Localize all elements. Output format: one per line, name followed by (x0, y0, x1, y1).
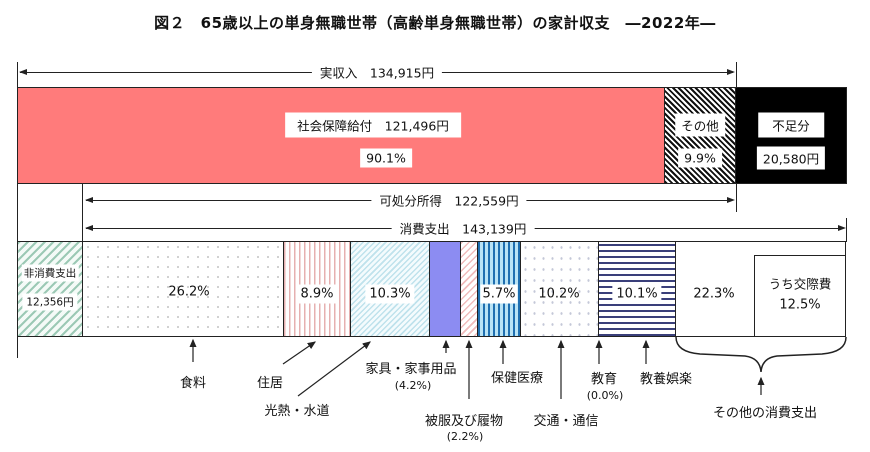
arrow-left-icon (19, 69, 27, 75)
medical-label: 保健医療 (490, 371, 544, 386)
transport-pct: 10.2% (538, 286, 580, 302)
disposable-left-guide-line (82, 183, 83, 241)
social-expense-pct: 12.5% (775, 295, 825, 315)
education-pct: (0.0%) (586, 389, 624, 402)
consumption-right-guide-line (846, 218, 847, 242)
education-label: 教育 (590, 372, 618, 387)
consumption-label: 消費支出 143,139円 (391, 218, 535, 238)
segment-food (82, 241, 284, 337)
left-guide-line (17, 62, 18, 358)
actual-income-label: 実収入 134,915円 (311, 62, 443, 82)
food-label: 食料 (179, 376, 207, 391)
disposable-income-label: 可処分所得 122,559円 (371, 190, 527, 210)
other-income-pct: 9.9% (678, 148, 722, 168)
medical-pct: 5.7% (480, 284, 518, 304)
arrow-left-icon (85, 197, 93, 203)
furniture-pct: (4.2%) (394, 379, 432, 392)
transport-label: 交通・通信 (533, 414, 599, 429)
furniture-label: 家具・家事用品 (365, 362, 457, 377)
clothing-pct: (2.2%) (446, 430, 484, 443)
shortfall-label: 不足分 (758, 112, 824, 138)
social-security-pct: 90.1% (360, 148, 412, 168)
segment-furniture (429, 241, 461, 337)
recreation-label: 教養娯楽 (639, 372, 693, 387)
arrow-right-icon (727, 197, 735, 203)
non-consumption-segment (17, 241, 83, 337)
social-security-label: 社会保障給付 121,496円 (285, 112, 461, 138)
chart-title: 図２ 65歳以上の単身無職世帯（高齢単身無職世帯）の家計収支 ―2022年― (154, 14, 716, 32)
arrow-right-icon (727, 69, 735, 75)
non-consumption-value: 12,356円 (22, 293, 78, 311)
other-consumption-pct: 22.3% (689, 284, 739, 304)
segment-transport (520, 241, 599, 337)
food-pct: 26.2% (168, 284, 210, 300)
non-consumption-label: 非消費支出 (21, 264, 79, 282)
shortfall-value: 20,580円 (756, 146, 826, 170)
housing-pct: 8.9% (296, 284, 338, 304)
utilities-pct: 10.3% (365, 284, 415, 304)
arrow-right-icon (838, 225, 846, 231)
recreation-pct: 10.1% (612, 284, 662, 304)
housing-label: 住居 (256, 376, 284, 391)
arrow-left-icon (85, 225, 93, 231)
utilities-label: 光熱・水道 (264, 404, 330, 419)
clothing-label: 被服及び履物 (424, 414, 504, 429)
social-expense-label: うち交際費 (764, 271, 836, 295)
other-consumption-label: その他の消費支出 (712, 406, 818, 421)
other-income-label: その他 (675, 113, 725, 137)
